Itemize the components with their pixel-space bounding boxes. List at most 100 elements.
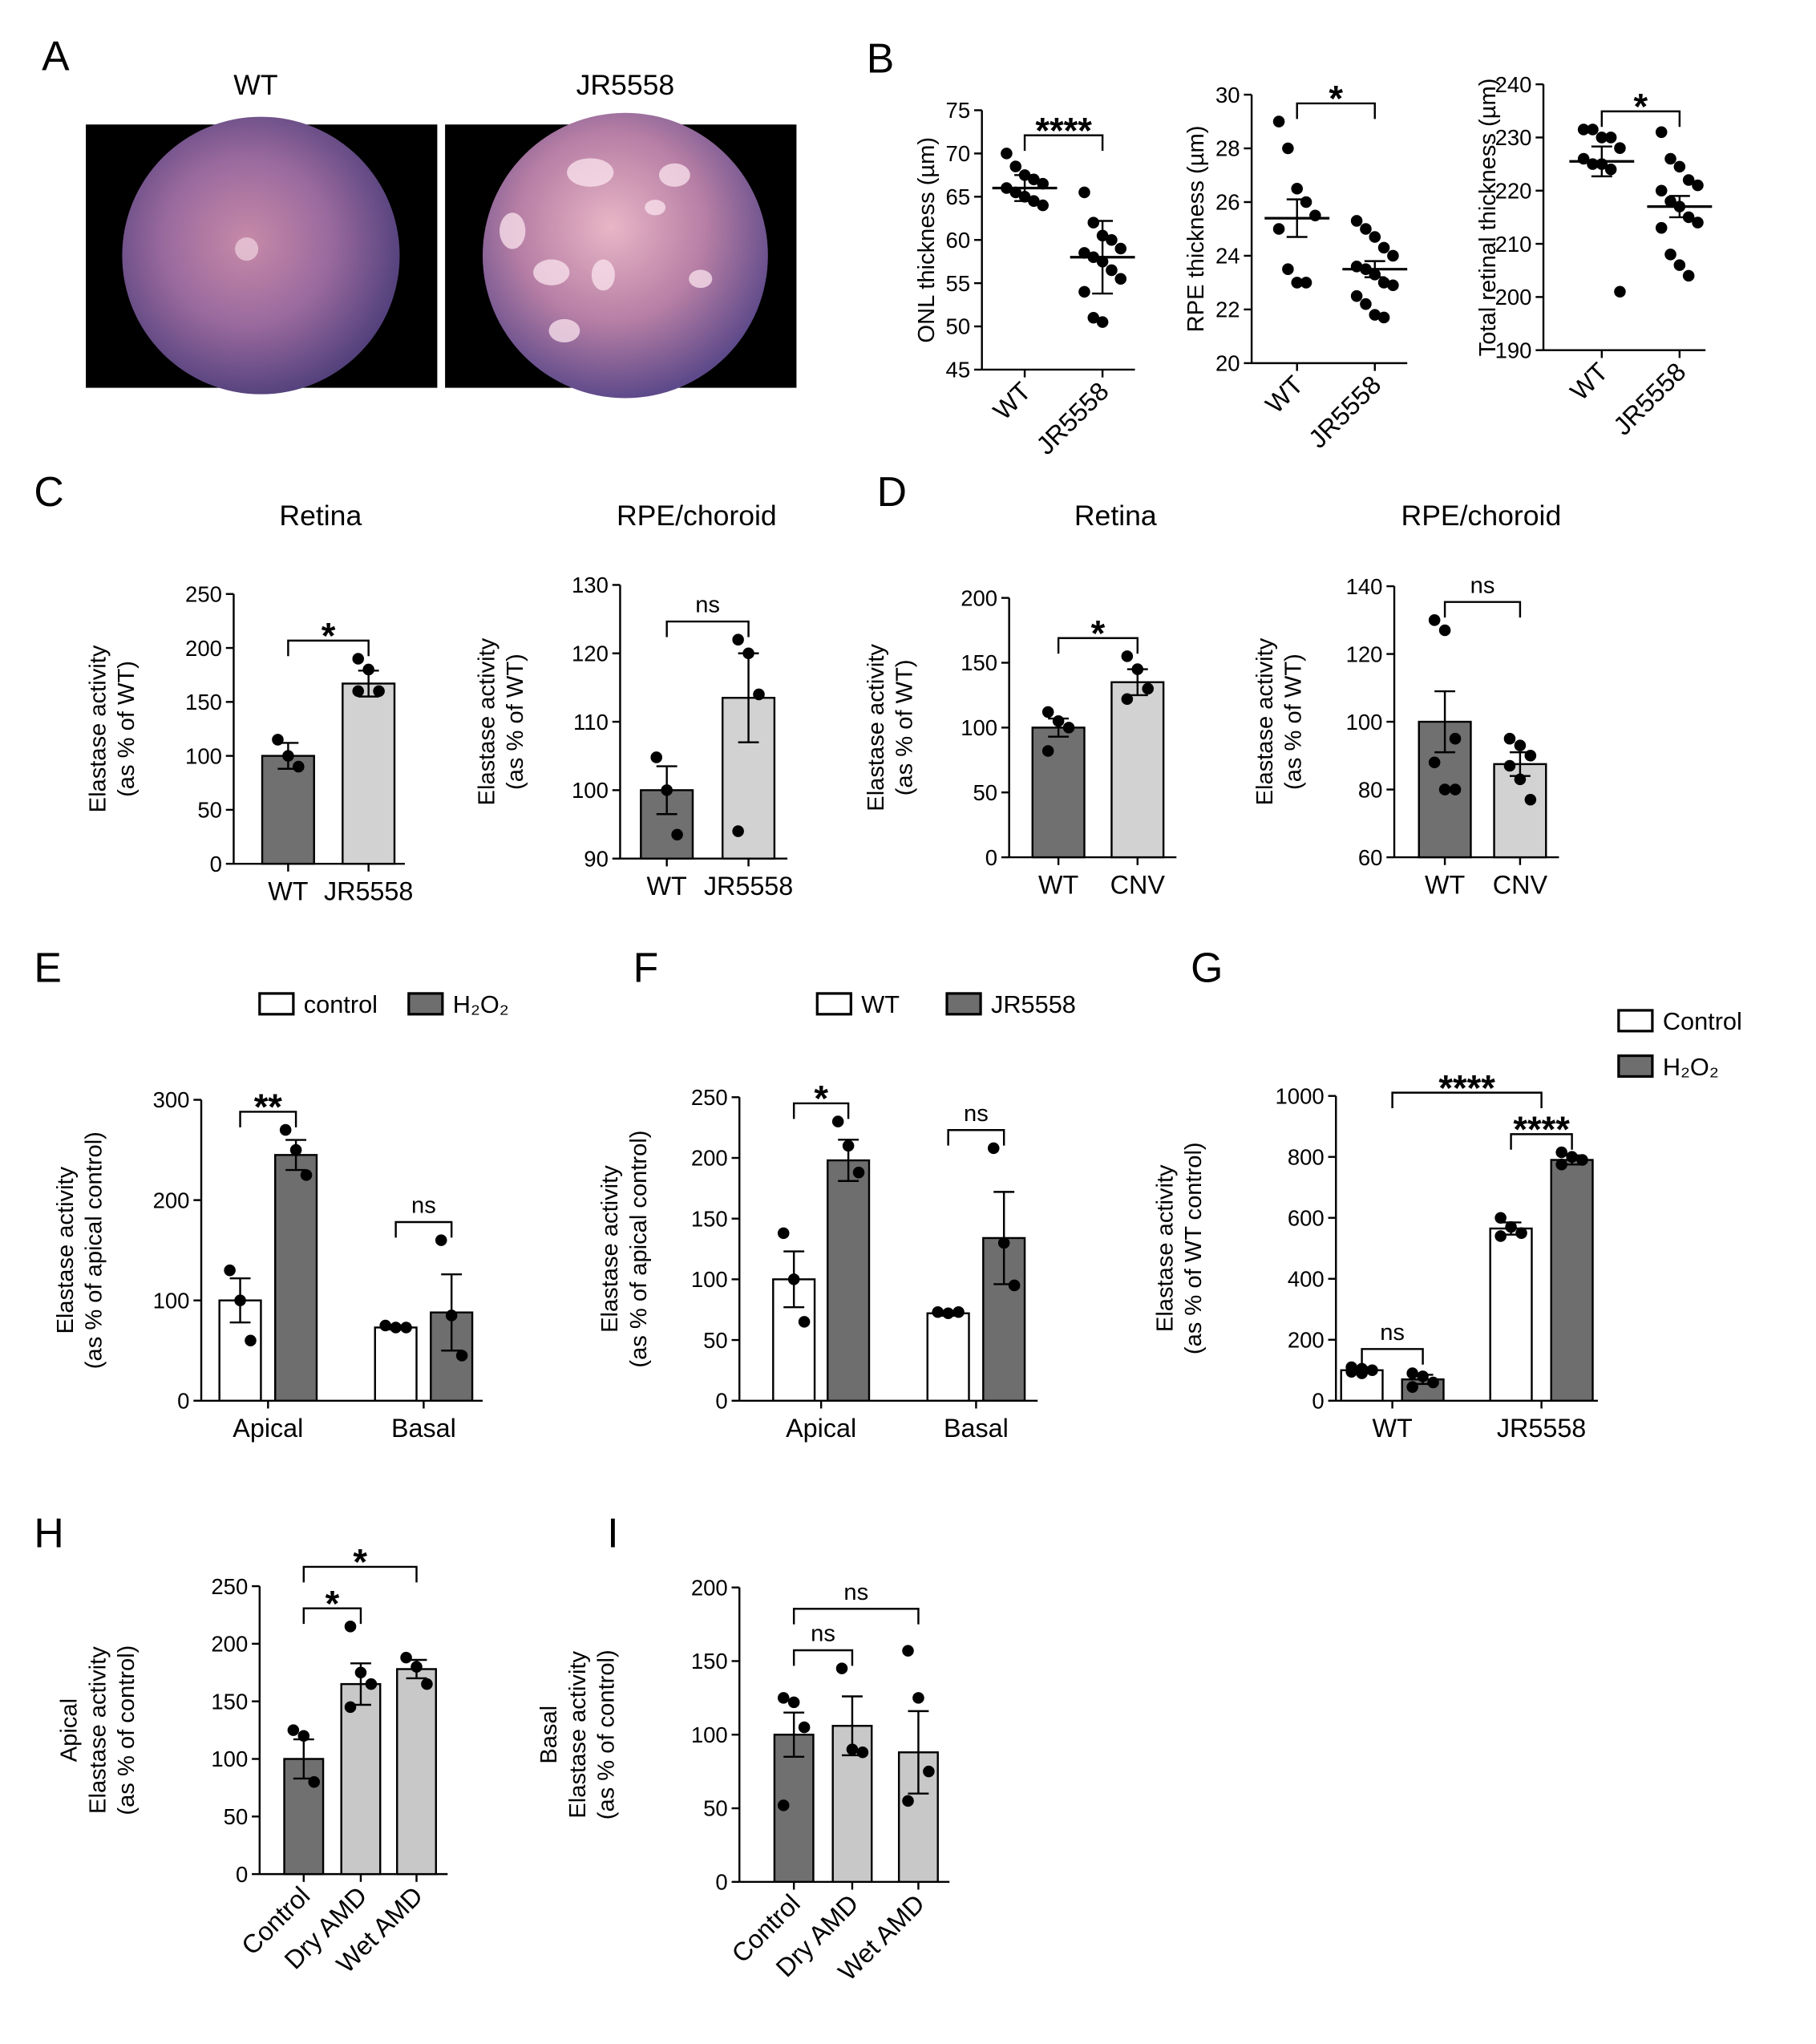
y-tick-label: 230 <box>1495 125 1532 150</box>
chart: RPE/choroid 60 80 100 120 140 Elastase activit… <box>1252 500 1561 899</box>
y-axis-label: (as % of control) <box>593 1649 619 1819</box>
chart-title: RPE/choroid <box>617 500 777 532</box>
chart: RPE/choroid 90 100 110 120 130 Elastase activi… <box>475 500 794 901</box>
data-point <box>1300 277 1312 289</box>
data-point <box>952 1305 965 1318</box>
data-point <box>435 1234 447 1246</box>
x-tick-label: JR5558 <box>704 872 793 901</box>
panel-letter: H <box>34 1510 63 1556</box>
y-tick-label: 45 <box>946 358 971 382</box>
x-tick-label: Basal <box>391 1414 456 1443</box>
data-point <box>1524 750 1537 762</box>
data-point <box>1576 1154 1588 1166</box>
significance-label: ns <box>411 1193 436 1219</box>
data-point <box>1272 223 1285 235</box>
legend-swatch <box>407 992 444 1016</box>
chart: E 0 100 200 300 Elastase activity (as % of api… <box>34 944 508 1443</box>
y-tick-label: 200 <box>691 1575 728 1600</box>
x-tick-label: Apical <box>786 1414 856 1443</box>
y-tick-label: 80 <box>1358 777 1383 802</box>
y-tick-label: 210 <box>1495 232 1532 257</box>
x-tick-label: CNV <box>1493 870 1548 899</box>
data-point <box>1018 169 1031 181</box>
significance-label: ns <box>811 1621 835 1647</box>
data-point <box>1428 756 1441 769</box>
x-tick-label: JR5558 <box>1031 377 1114 460</box>
y-axis-label: RPE thickness (µm) <box>1183 126 1209 333</box>
significance-bracket <box>239 1111 297 1127</box>
x-tick-label: WT <box>1260 370 1308 419</box>
bar <box>926 1312 970 1402</box>
significance-bracket <box>792 1649 854 1666</box>
significance-bracket <box>792 1102 850 1119</box>
legend-label: control <box>304 990 378 1018</box>
data-point <box>308 1775 321 1788</box>
y-axis-label: Apical <box>57 1698 83 1762</box>
data-point <box>1087 311 1100 324</box>
data-point <box>1087 217 1100 229</box>
data-point <box>1345 1366 1357 1378</box>
y-tick-label: 70 <box>946 141 971 166</box>
y-axis-label: (as % of WT control) <box>1181 1142 1207 1354</box>
x-tick-label: WT <box>1564 357 1613 406</box>
data-point <box>777 1692 790 1704</box>
x-tick-label: JR5558 <box>1608 357 1691 440</box>
data-point <box>390 1322 402 1334</box>
x-tick-label: Apical <box>233 1414 303 1443</box>
data-point <box>777 1799 790 1811</box>
y-axis-label: Elastase activity <box>53 1166 79 1334</box>
significance-bracket <box>302 1607 362 1625</box>
y-tick-label: 1000 <box>1276 1083 1325 1108</box>
x-tick-label: WT <box>988 377 1037 426</box>
data-point <box>1604 132 1617 144</box>
data-point <box>1350 289 1363 302</box>
data-point <box>1604 163 1617 176</box>
y-tick-label: 400 <box>1288 1266 1325 1291</box>
significance-bracket <box>1510 1133 1573 1150</box>
fundus-images: WT JR5558 A <box>42 32 797 399</box>
data-point <box>1096 229 1109 242</box>
y-tick-label: 24 <box>1215 244 1240 269</box>
data-point <box>798 1316 811 1328</box>
data-point <box>1106 264 1118 277</box>
data-point <box>1614 285 1626 298</box>
data-point <box>997 1237 1010 1249</box>
y-tick-label: 100 <box>961 715 997 740</box>
data-point <box>1692 217 1704 229</box>
y-tick-label: 30 <box>1215 83 1240 107</box>
y-axis-label: ONL thickness (µm) <box>914 137 940 343</box>
data-point <box>289 1143 302 1156</box>
y-tick-label: 55 <box>946 271 971 296</box>
data-point <box>842 1139 855 1152</box>
data-point <box>279 1123 292 1136</box>
data-point <box>912 1692 924 1704</box>
data-point <box>846 1743 859 1755</box>
data-point <box>1377 241 1390 254</box>
data-point <box>293 760 305 773</box>
y-tick-label: 0 <box>210 852 222 876</box>
legend-label: JR5558 <box>991 990 1076 1018</box>
significance-label: * <box>322 616 336 657</box>
data-point <box>742 647 754 660</box>
data-point <box>661 784 673 796</box>
chart: F 0 50 100 150 200 250 Elastase activity (as % o… <box>597 944 1076 1443</box>
panel-letter: F <box>633 944 659 990</box>
data-point <box>1291 277 1303 289</box>
y-tick-label: 0 <box>715 1388 727 1413</box>
y-tick-label: 150 <box>185 690 222 714</box>
data-point <box>1555 1158 1567 1171</box>
data-point <box>787 1696 800 1709</box>
x-tick-label: JR5558 <box>1497 1414 1586 1443</box>
data-point <box>1614 142 1626 154</box>
data-point <box>1291 182 1303 195</box>
bar <box>1489 1227 1533 1402</box>
data-point <box>1524 793 1537 806</box>
significance-label: * <box>353 1542 367 1583</box>
data-point <box>1096 316 1109 328</box>
data-point <box>787 1273 800 1285</box>
significance-label: * <box>1634 87 1648 127</box>
data-point <box>362 663 374 676</box>
y-tick-label: 150 <box>691 1649 728 1674</box>
data-point <box>671 828 683 841</box>
